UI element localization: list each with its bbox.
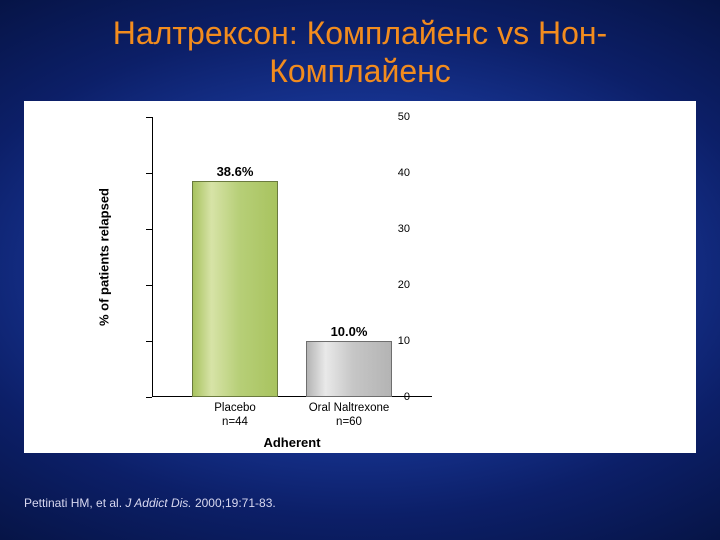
y-tick-label: 50 <box>386 111 410 123</box>
y-tick-label: 20 <box>386 279 410 291</box>
x-category-line2: n=60 <box>336 416 362 428</box>
x-category-label: Oral Naltrexone n=60 <box>294 401 404 430</box>
citation-prefix: Pettinati HM, et al. <box>24 496 125 510</box>
y-tick <box>146 341 152 342</box>
y-tick <box>146 117 152 118</box>
x-category-line1: Placebo <box>214 402 256 414</box>
y-tick <box>146 397 152 398</box>
y-tick-label: 10 <box>386 335 410 347</box>
bar-value-label: 38.6% <box>193 164 277 179</box>
y-tick <box>146 285 152 286</box>
slide-title: Налтрексон: Комплайенс vs Нон-Комплайенс <box>0 0 720 97</box>
x-axis-label: Adherent <box>152 435 432 450</box>
x-category-label: Placebo n=44 <box>180 401 290 430</box>
y-tick <box>146 229 152 230</box>
x-category-line2: n=44 <box>222 416 248 428</box>
y-axis-line <box>152 117 153 397</box>
citation-suffix: 2000;19:71-83. <box>192 496 276 510</box>
plot-area: 38.6% 10.0% <box>152 117 432 397</box>
bar-value-label: 10.0% <box>307 324 391 339</box>
y-tick-label: 30 <box>386 223 410 235</box>
bar: 38.6% <box>192 181 278 397</box>
citation: Pettinati HM, et al. J Addict Dis. 2000;… <box>24 496 276 510</box>
x-category-line1: Oral Naltrexone <box>309 402 390 414</box>
chart-panel: % of patients relapsed 38.6% 10.0% Adhere… <box>24 101 696 453</box>
y-axis-label: % of patients relapsed <box>97 188 112 326</box>
bar: 10.0% <box>306 341 392 397</box>
y-tick <box>146 173 152 174</box>
y-tick-label: 40 <box>386 167 410 179</box>
citation-italic: J Addict Dis. <box>125 496 191 510</box>
